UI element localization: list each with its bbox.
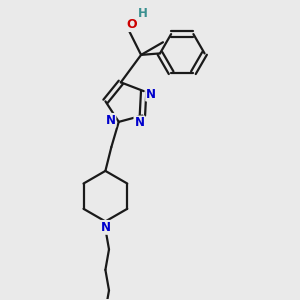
Text: H: H [138, 8, 148, 20]
Text: N: N [100, 221, 110, 234]
Text: N: N [146, 88, 156, 100]
Text: N: N [134, 116, 144, 130]
Text: O: O [127, 18, 137, 31]
Text: N: N [105, 114, 116, 127]
